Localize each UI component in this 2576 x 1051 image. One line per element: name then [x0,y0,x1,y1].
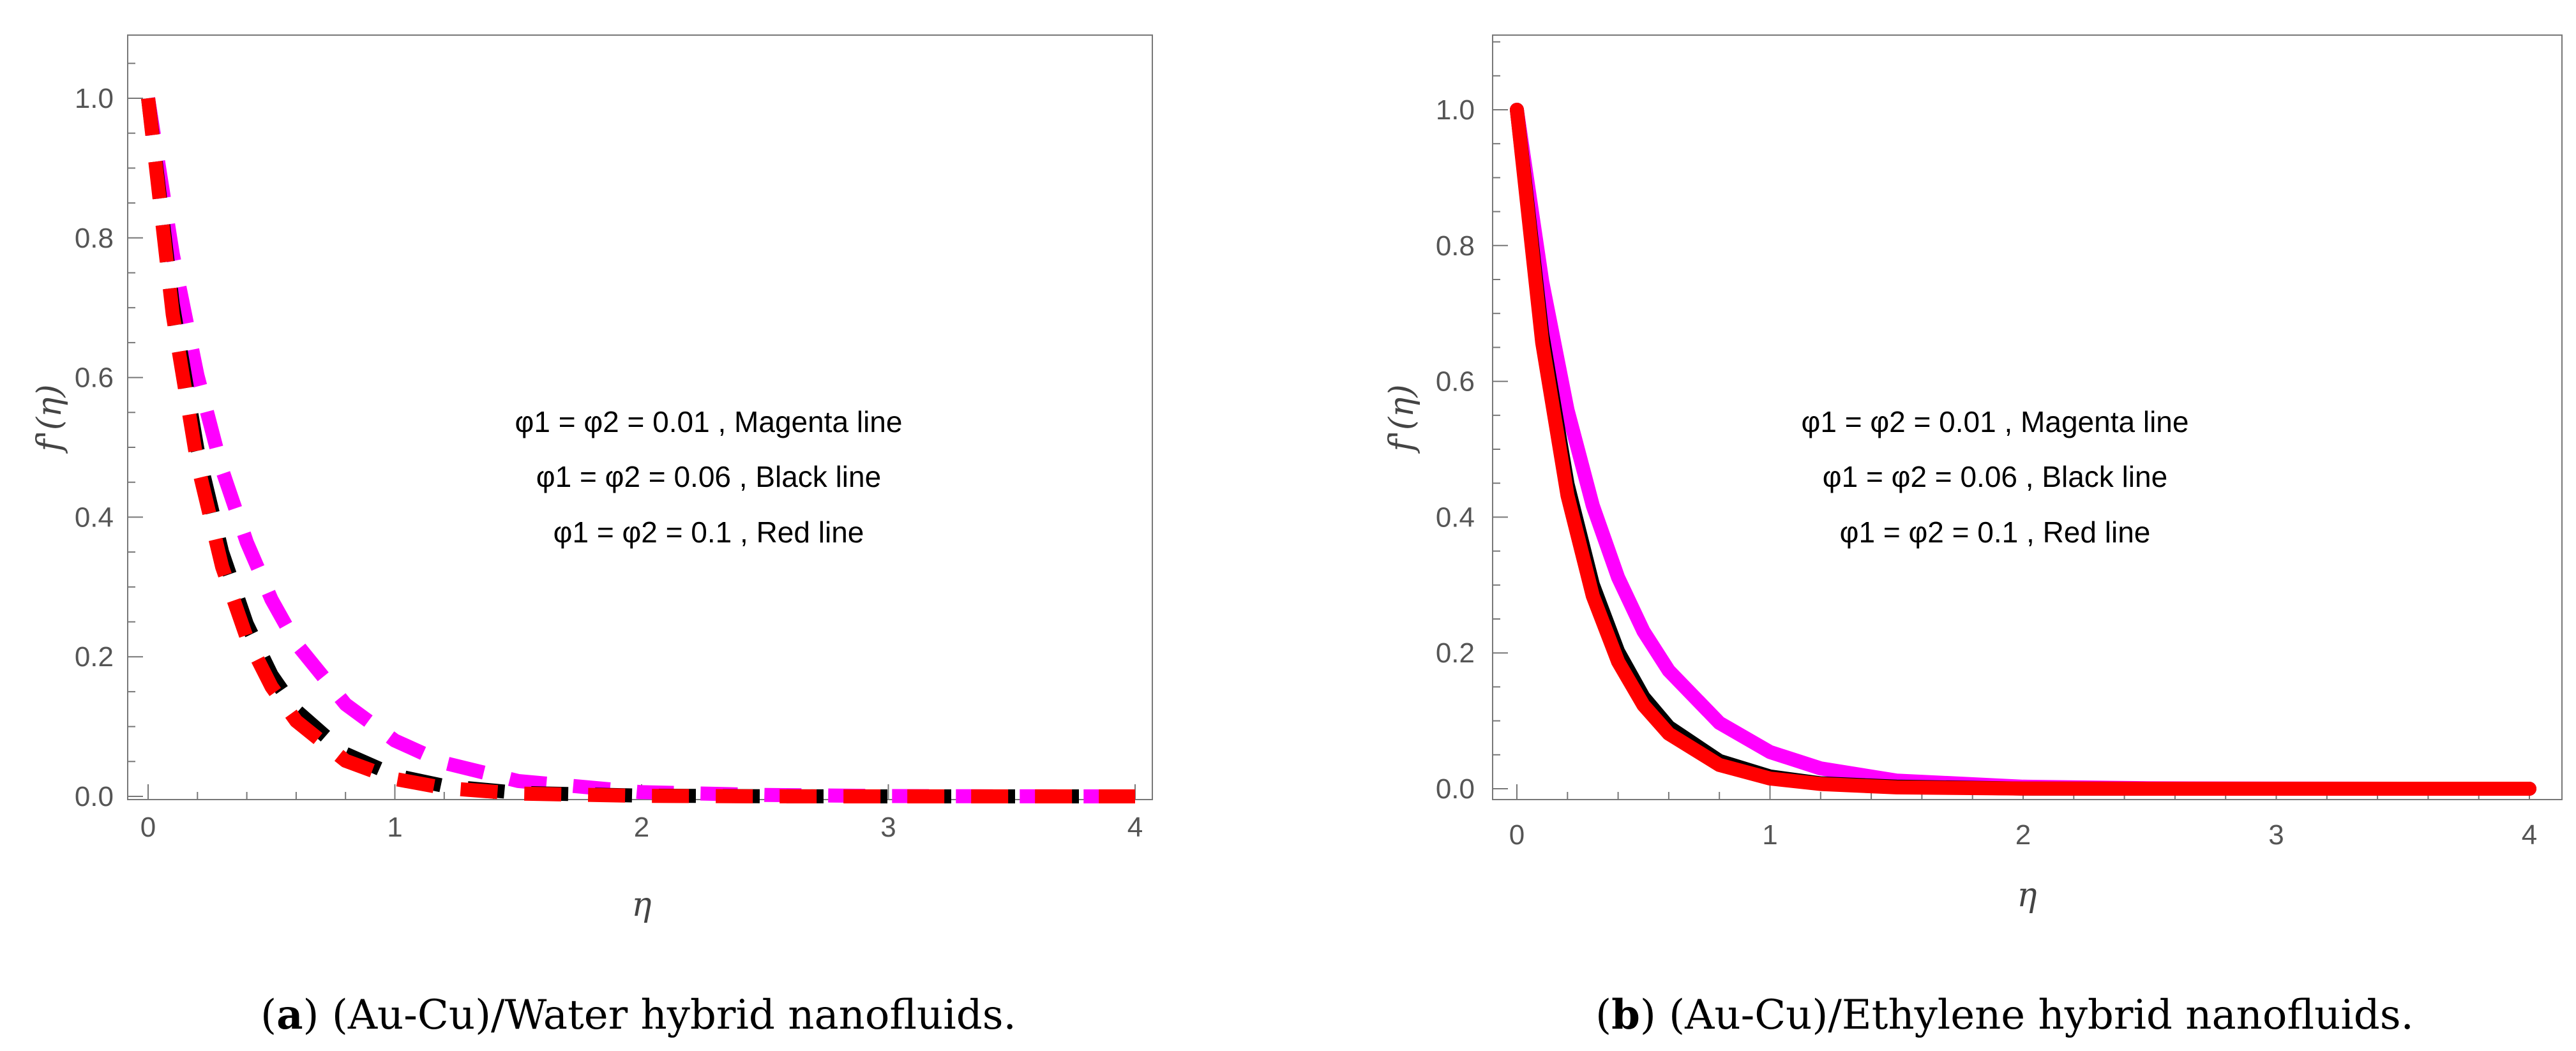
panel-a-caption-text: (Au-Cu)/Water hybrid nanofluids. [332,992,1016,1039]
panel-a-caption: (a) (Au-Cu)/Water hybrid nanofluids. [260,991,1016,1039]
panel-b-ticks: 0 1 2 3 4 0.0 0.2 0.4 0.6 0.8 1.0 [1436,41,2537,851]
y-tick-label: 0.0 [1436,773,1475,805]
y-tick-label: 0.2 [1436,637,1475,669]
panel-b-caption: (b) (Au-Cu)/Ethylene hybrid nanofluids. [1595,991,2414,1039]
panel-a-ticks: 0 1 2 3 4 0.0 0.2 0.4 0.6 0.8 1.0 [75,63,1143,843]
x-tick-label: 2 [2015,819,2031,851]
y-tick-label: 0.4 [75,502,114,533]
panel-a-legend-line-3: φ1 = φ2 = 0.1 , Red line [554,516,864,549]
series-line-3 [141,97,1135,803]
panel-a-y-axis-label: f'(η) [31,384,69,454]
x-tick-label: 4 [1127,812,1143,843]
panel-b-caption-text: (Au-Cu)/Ethylene hybrid nanofluids. [1669,992,2414,1039]
panel-a-series [141,97,1136,803]
panel-b-legend-line-1: φ1 = φ2 = 0.01 , Magenta line [1802,405,2189,438]
y-tick-label: 1.0 [75,83,114,114]
y-tick-label: 0.8 [75,223,114,254]
y-tick-label: 0.6 [75,362,114,394]
y-tick-label: 0.0 [75,781,114,812]
panel-b-x-axis-label: η [2017,876,2037,914]
panel-a-chart: 0 1 2 3 4 0.0 0.2 0.4 0.6 0.8 1.0 η f'(η) φ1 = φ2 … [31,34,1153,1039]
panel-a-frame [127,34,1153,800]
panel-b-y-axis-label: f'(η) [1383,384,1421,454]
x-tick-label: 3 [2268,819,2284,851]
series-line-1 [1510,103,2536,796]
panel-a-legend-line-2: φ1 = φ2 = 0.06 , Black line [536,460,881,493]
x-tick-label: 1 [387,812,402,843]
panel-b-chart: 0 1 2 3 4 0.0 0.2 0.4 0.6 0.8 1.0 η f'(η) φ1 = φ2 … [1383,34,2563,1039]
panel-a-caption-label: a [276,991,303,1039]
y-tick-label: 0.2 [75,641,114,673]
panel-a-legend-line-1: φ1 = φ2 = 0.01 , Magenta line [515,405,903,438]
x-tick-label: 3 [880,812,896,843]
series-line-1 [141,97,1136,803]
y-tick-label: 0.8 [1436,230,1475,262]
panel-a-x-axis-label: η [631,886,651,924]
y-tick-label: 1.0 [1436,94,1475,126]
series-line-2 [1510,103,2536,796]
x-tick-label: 2 [634,812,649,843]
x-tick-label: 1 [1762,819,1777,851]
panel-b-legend-line-3: φ1 = φ2 = 0.1 , Red line [1840,516,2151,549]
panel-b-frame [1492,34,2563,800]
y-tick-label: 0.4 [1436,502,1475,533]
x-tick-label: 4 [2522,819,2537,851]
panel-b-legend-line-2: φ1 = φ2 = 0.06 , Black line [1823,460,2167,493]
series-line-3 [1510,103,2536,796]
panel-b-series [1510,103,2536,796]
x-tick-label: 0 [140,812,156,843]
panel-b-caption-label: b [1611,991,1640,1039]
series-line-2 [141,97,1135,803]
y-tick-label: 0.6 [1436,366,1475,398]
x-tick-label: 0 [1509,819,1525,851]
